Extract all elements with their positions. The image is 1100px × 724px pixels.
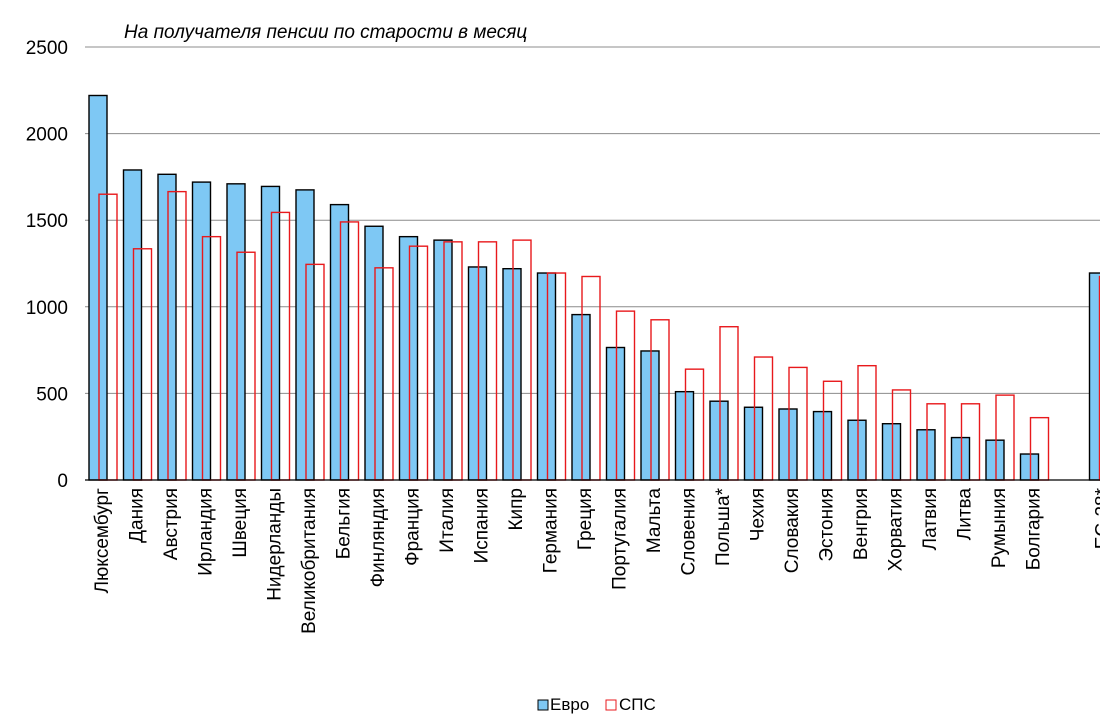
x-tick-label: Финляндия — [368, 488, 389, 587]
x-tick-label: Словения — [679, 488, 700, 575]
bar-euro — [191, 181, 212, 481]
chart-subtitle: На получателя пенсии по старости в месяц — [124, 22, 527, 43]
bar-euro — [88, 94, 108, 481]
x-tick-label: Греция — [575, 488, 596, 550]
bar-euro — [226, 183, 246, 481]
x-tick-label: Чехия — [748, 488, 769, 541]
bar-euro — [157, 173, 177, 481]
x-tick-label: Латвия — [920, 488, 941, 550]
bar-euro — [122, 169, 143, 481]
x-tick-label: ЕС-28* — [1093, 487, 1100, 549]
bar-euro — [985, 439, 1005, 481]
bar-euro — [674, 390, 695, 481]
x-tick-label: Франция — [403, 488, 424, 566]
x-tick-label: Эстония — [817, 488, 838, 562]
x-tick-label: Испания — [472, 488, 493, 563]
legend-swatch-pps — [605, 699, 617, 711]
x-tick-label: Мальта — [644, 488, 665, 554]
x-tick-label: Румыния — [989, 488, 1010, 568]
x-tick-label: Польша* — [713, 487, 734, 566]
bar-euro — [709, 400, 729, 481]
bar-euro — [950, 436, 971, 481]
x-tick-label: Великобритания — [299, 488, 320, 634]
legend: Евро СПС — [537, 695, 656, 714]
x-tick-label: Дания — [127, 488, 148, 543]
bar-euro — [812, 410, 833, 481]
bar-euro — [1088, 272, 1100, 481]
x-tick-label: Ирландия — [196, 488, 217, 576]
y-tick-label: 1000 — [26, 298, 68, 319]
legend-label-pps: СПС — [619, 695, 656, 714]
bar-euro — [640, 350, 660, 481]
y-tick-label: 1500 — [26, 211, 68, 232]
bar-euro — [778, 408, 798, 481]
bar-euro — [847, 419, 867, 481]
bar-euro — [398, 235, 419, 481]
y-tick-label: 0 — [57, 471, 68, 492]
x-tick-label: Кипр — [506, 488, 527, 531]
bar-euro — [605, 346, 626, 481]
bar-euro — [916, 429, 936, 481]
x-tick-label: Нидерланды — [265, 488, 286, 601]
x-tick-label: Литва — [955, 488, 976, 541]
bar-euro — [536, 272, 557, 481]
x-tick-label: Венгрия — [851, 488, 872, 560]
y-tick-label: 500 — [36, 384, 68, 405]
bar-euro — [295, 189, 315, 481]
bar-euro — [571, 313, 591, 481]
x-tick-label: Италия — [437, 488, 458, 553]
x-tick-label: Люксембург — [92, 488, 113, 593]
x-tick-label: Швеция — [230, 488, 251, 558]
x-tick-label: Германия — [541, 488, 562, 573]
legend-swatch-euro — [537, 699, 549, 711]
category-labels: Люксембург Дания Австрия Ирландия Швеция Ниде… — [92, 487, 1100, 634]
bar-euro — [881, 423, 902, 481]
bar-euro — [467, 266, 488, 481]
x-tick-label: Болгария — [1024, 488, 1045, 570]
bar-euro — [743, 406, 764, 481]
x-tick-label: Португалия — [610, 488, 631, 590]
bar-euro — [502, 267, 522, 481]
x-tick-label: Австрия — [161, 488, 182, 560]
legend-label-euro: Евро — [550, 695, 589, 714]
bar-euro — [433, 239, 453, 481]
y-axis-ticks: 0 500 1000 1500 2000 2500 — [26, 38, 68, 492]
x-tick-label: Словакия — [782, 488, 803, 573]
bar-euro — [1019, 453, 1040, 481]
bars — [88, 94, 1100, 481]
x-tick-label: Бельгия — [334, 488, 355, 559]
x-tick-label: Хорватия — [886, 488, 907, 571]
y-tick-label: 2000 — [26, 125, 68, 146]
gridlines — [85, 46, 1100, 394]
y-tick-label: 2500 — [26, 38, 68, 59]
bar-euro — [364, 225, 384, 481]
bar-euro — [260, 185, 281, 481]
bar-euro — [329, 203, 350, 481]
